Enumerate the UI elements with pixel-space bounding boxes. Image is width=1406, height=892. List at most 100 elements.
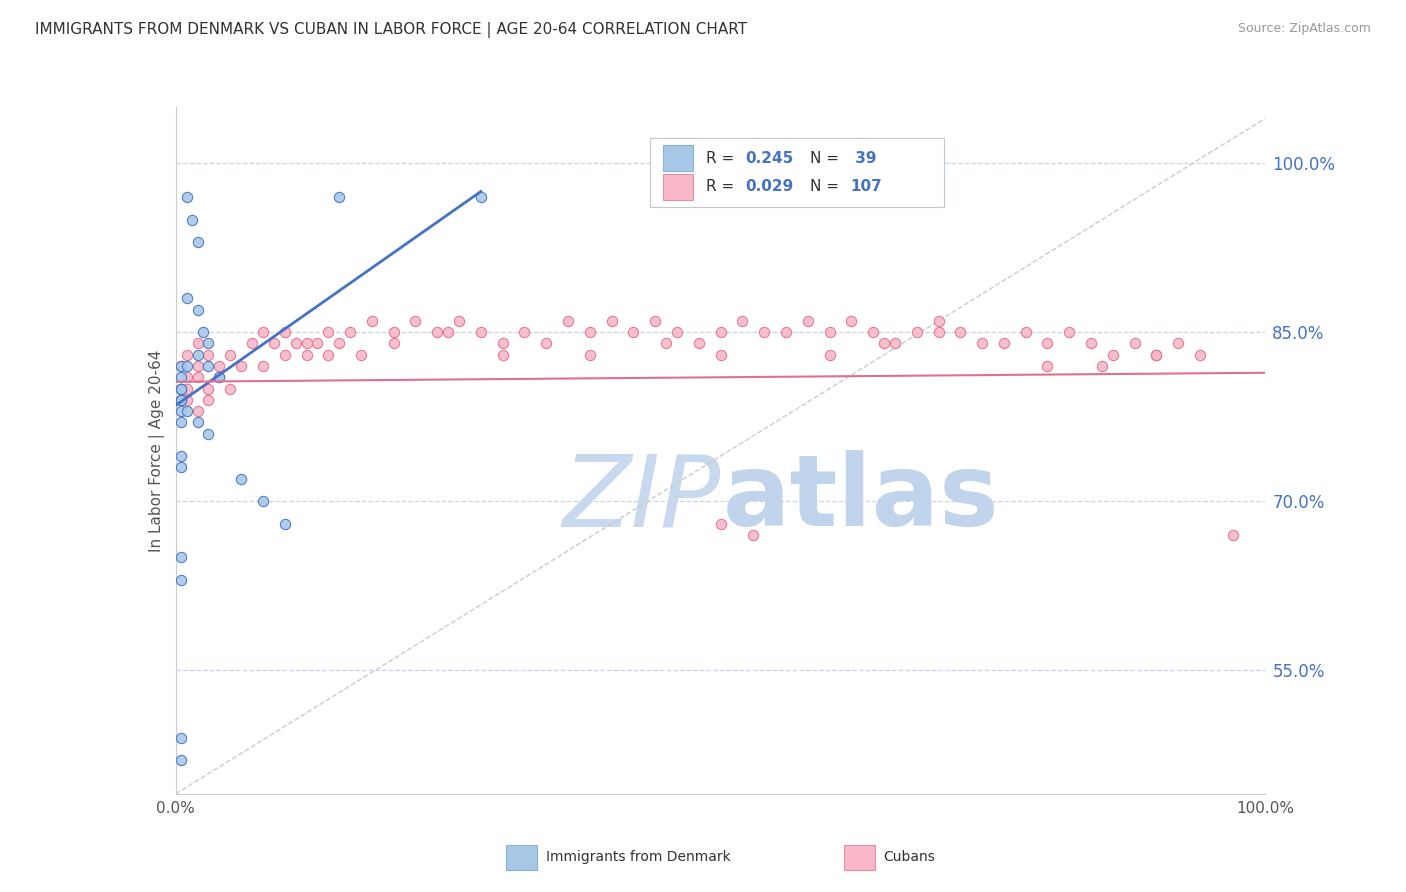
Point bbox=[208, 359, 231, 373]
Point bbox=[197, 426, 219, 441]
Point bbox=[197, 392, 219, 407]
Point bbox=[1015, 325, 1038, 339]
Point bbox=[1123, 336, 1146, 351]
Point bbox=[197, 382, 219, 396]
Point bbox=[170, 392, 193, 407]
Point bbox=[295, 348, 318, 362]
Point bbox=[754, 325, 776, 339]
Point bbox=[274, 325, 297, 339]
Point bbox=[579, 325, 602, 339]
Y-axis label: In Labor Force | Age 20-64: In Labor Force | Age 20-64 bbox=[149, 350, 165, 551]
FancyBboxPatch shape bbox=[650, 138, 943, 207]
Point bbox=[470, 190, 492, 204]
Point bbox=[170, 392, 193, 407]
Text: R =: R = bbox=[706, 178, 740, 194]
Point bbox=[513, 325, 536, 339]
Point bbox=[818, 325, 841, 339]
Point bbox=[339, 325, 361, 339]
Point bbox=[350, 348, 373, 362]
Point bbox=[170, 753, 193, 767]
Point bbox=[240, 336, 263, 351]
Point bbox=[382, 325, 405, 339]
Text: N =: N = bbox=[810, 151, 844, 166]
Point bbox=[186, 336, 209, 351]
Point bbox=[274, 516, 297, 531]
Point bbox=[579, 348, 602, 362]
Text: Cubans: Cubans bbox=[883, 850, 935, 864]
Point bbox=[170, 449, 193, 463]
Point bbox=[219, 348, 242, 362]
Point bbox=[1222, 528, 1244, 542]
Point bbox=[170, 359, 193, 373]
Point bbox=[170, 404, 193, 418]
Point bbox=[328, 190, 350, 204]
Text: R =: R = bbox=[706, 151, 740, 166]
Point bbox=[492, 336, 515, 351]
Point bbox=[170, 359, 193, 373]
Point bbox=[197, 359, 219, 373]
Text: 107: 107 bbox=[851, 178, 882, 194]
Point bbox=[710, 325, 733, 339]
Point bbox=[1144, 348, 1167, 362]
Point bbox=[170, 382, 193, 396]
Text: Source: ZipAtlas.com: Source: ZipAtlas.com bbox=[1237, 22, 1371, 36]
Point bbox=[742, 528, 765, 542]
Point bbox=[208, 370, 231, 384]
Point bbox=[170, 731, 193, 745]
Bar bbox=[506, 845, 537, 870]
Point bbox=[181, 212, 204, 227]
Point bbox=[1144, 348, 1167, 362]
Text: Immigrants from Denmark: Immigrants from Denmark bbox=[546, 850, 730, 864]
Text: 0.029: 0.029 bbox=[745, 178, 794, 194]
Point bbox=[318, 325, 340, 339]
Point bbox=[176, 348, 198, 362]
Point bbox=[307, 336, 329, 351]
Point bbox=[710, 516, 733, 531]
Point bbox=[1102, 348, 1125, 362]
FancyBboxPatch shape bbox=[662, 174, 693, 200]
Point bbox=[186, 359, 209, 373]
Point bbox=[644, 314, 666, 328]
Point bbox=[186, 348, 209, 362]
Point bbox=[993, 336, 1015, 351]
Point bbox=[710, 348, 733, 362]
Point bbox=[186, 415, 209, 429]
Point bbox=[176, 292, 198, 306]
Point bbox=[862, 325, 884, 339]
Point bbox=[360, 314, 382, 328]
Point bbox=[208, 370, 231, 384]
Point bbox=[1189, 348, 1212, 362]
Point bbox=[176, 382, 198, 396]
Point bbox=[405, 314, 427, 328]
Point bbox=[534, 336, 557, 351]
Point bbox=[186, 370, 209, 384]
Point bbox=[1167, 336, 1189, 351]
Point bbox=[295, 336, 318, 351]
Point bbox=[1036, 336, 1059, 351]
Point bbox=[274, 348, 297, 362]
Point bbox=[170, 550, 193, 565]
Point bbox=[1057, 325, 1080, 339]
Text: 39: 39 bbox=[851, 151, 877, 166]
Point bbox=[928, 314, 950, 328]
Point bbox=[176, 190, 198, 204]
Point bbox=[1080, 336, 1102, 351]
Text: IMMIGRANTS FROM DENMARK VS CUBAN IN LABOR FORCE | AGE 20-64 CORRELATION CHART: IMMIGRANTS FROM DENMARK VS CUBAN IN LABO… bbox=[35, 22, 747, 38]
Point bbox=[382, 336, 405, 351]
Point bbox=[655, 336, 678, 351]
Point bbox=[600, 314, 623, 328]
Point bbox=[176, 392, 198, 407]
Point bbox=[170, 573, 193, 587]
Point bbox=[170, 370, 193, 384]
Point bbox=[252, 494, 274, 508]
Point bbox=[447, 314, 470, 328]
Point bbox=[231, 472, 253, 486]
Point bbox=[191, 325, 214, 339]
Point bbox=[970, 336, 993, 351]
Point bbox=[470, 325, 492, 339]
Point bbox=[186, 302, 209, 317]
Text: N =: N = bbox=[810, 178, 844, 194]
Point bbox=[1036, 359, 1059, 373]
Point bbox=[731, 314, 754, 328]
Point bbox=[186, 235, 209, 249]
